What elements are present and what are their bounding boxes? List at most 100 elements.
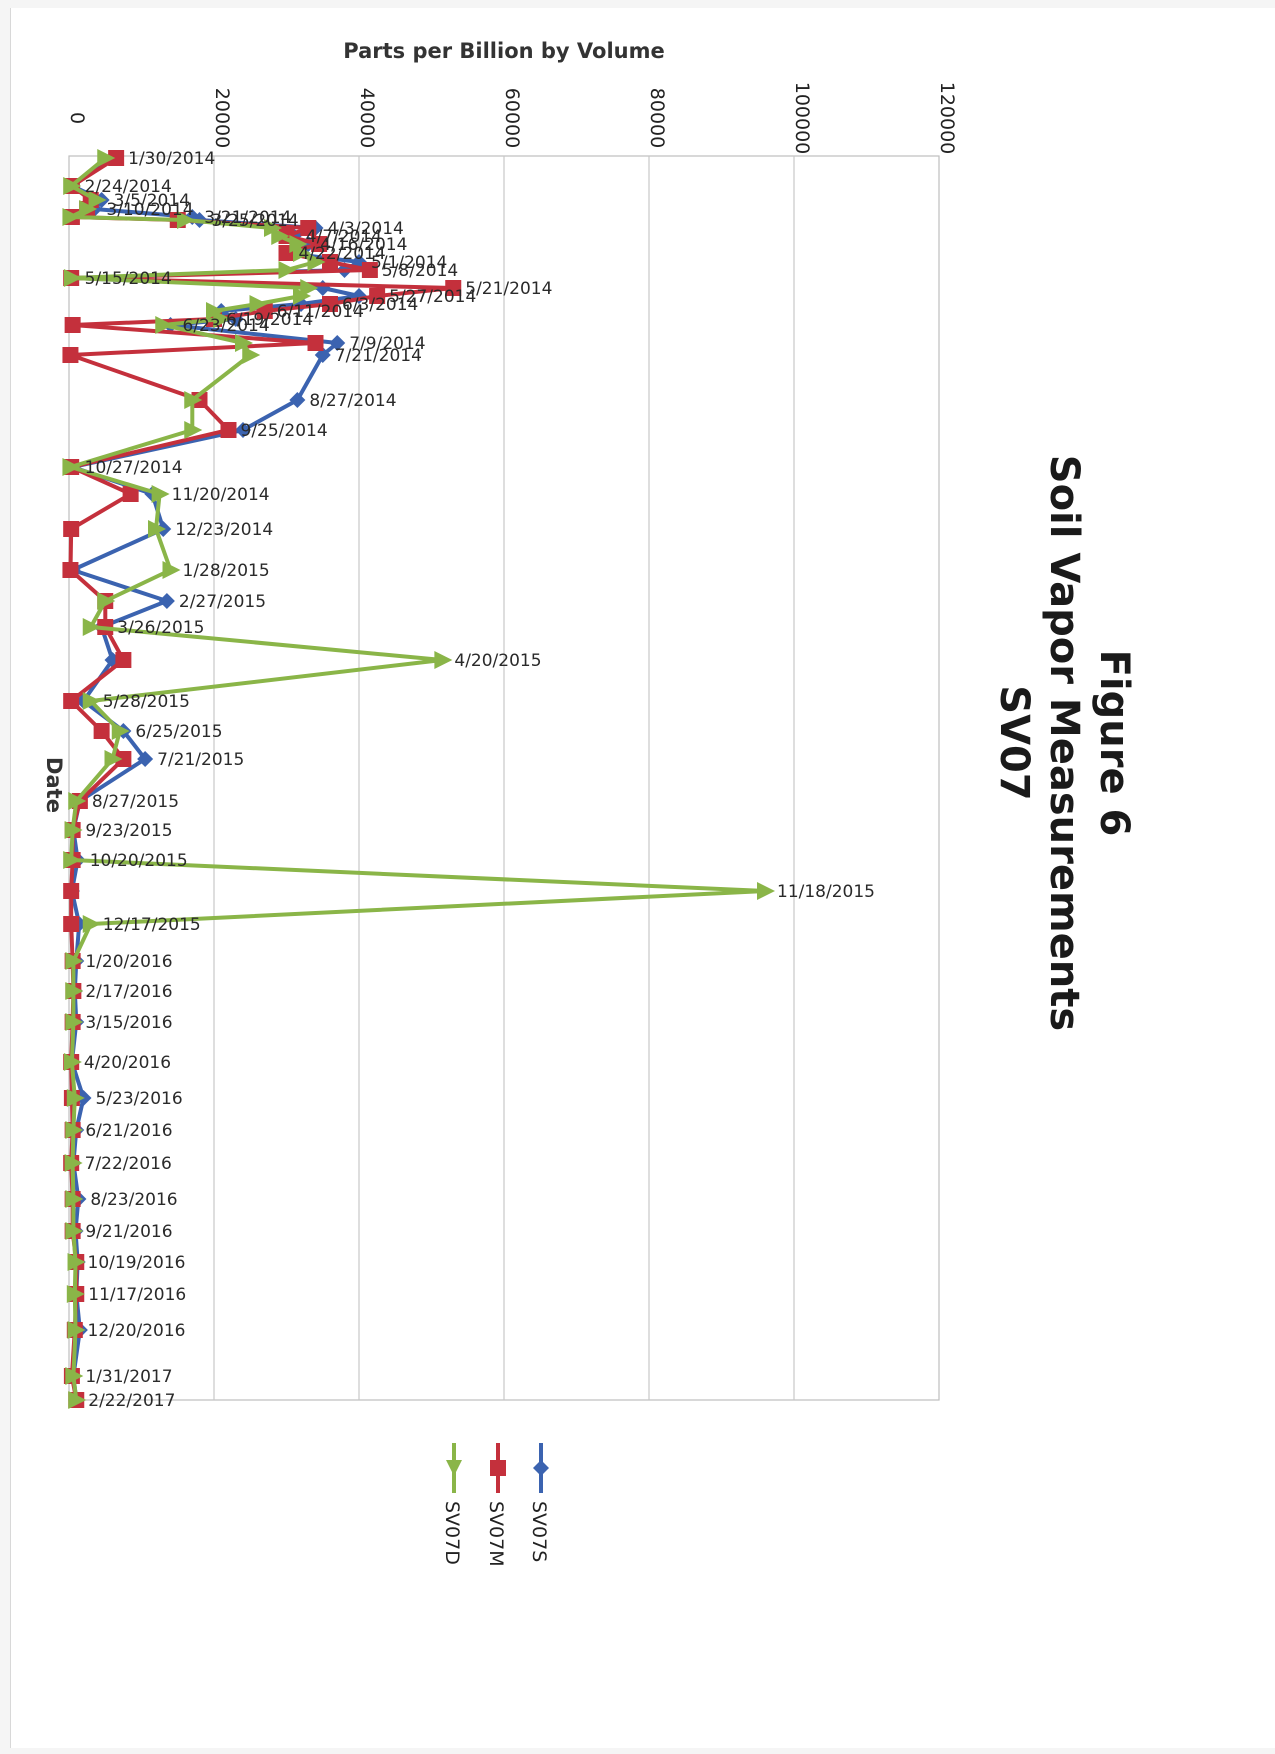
date-label: 7/21/2015	[157, 750, 244, 770]
date-label: 10/20/2015	[90, 851, 188, 871]
data-point-sv07d	[111, 722, 130, 740]
chart-title: Figure 6	[1091, 650, 1137, 837]
date-label: 7/21/2014	[335, 346, 422, 366]
data-point-sv07m	[369, 288, 386, 304]
date-label: 1/20/2016	[85, 952, 172, 972]
data-point-sv07m	[108, 150, 125, 166]
date-label: 6/21/2016	[85, 1121, 172, 1141]
series-layer	[62, 149, 775, 1409]
legend-marker	[446, 1460, 462, 1476]
data-point-sv07m	[322, 254, 338, 270]
data-point-sv07d	[155, 316, 174, 334]
date-label: 1/28/2015	[183, 561, 270, 581]
data-point-sv07d	[88, 191, 107, 209]
legend-label: SV07M	[485, 1501, 507, 1567]
data-point-sv07m	[63, 916, 80, 932]
data-point-sv07m	[62, 562, 79, 578]
legend-item-sv07s: SV07S	[528, 1443, 550, 1562]
data-point-sv07d	[68, 792, 87, 810]
data-point-sv07s	[289, 392, 306, 408]
data-point-sv07m	[300, 220, 317, 236]
data-point-sv07m	[361, 262, 378, 278]
date-label: 6/19/2014	[226, 310, 313, 330]
data-point-sv07m	[122, 486, 139, 502]
tick-label: 20000	[211, 88, 233, 148]
data-point-sv07s	[329, 335, 346, 351]
data-point-sv07m	[115, 652, 132, 668]
date-label: 6/25/2015	[135, 722, 222, 742]
data-point-sv07d	[177, 211, 195, 229]
data-point-sv07d	[63, 177, 82, 195]
date-label: 10/19/2016	[88, 1253, 186, 1273]
date-label: 3/25/2014	[212, 211, 299, 231]
data-point-sv07d	[148, 520, 166, 538]
data-point-sv07d	[97, 149, 116, 167]
date-label: 7/22/2016	[85, 1154, 172, 1174]
data-point-sv07m	[115, 751, 132, 767]
date-label: 3/5/2014	[114, 191, 190, 211]
legend-marker	[490, 1460, 506, 1476]
date-label: 5/23/2016	[96, 1089, 183, 1109]
data-point-sv07m	[63, 693, 80, 709]
legend-marker	[533, 1460, 549, 1476]
data-point-sv07m	[63, 521, 80, 537]
tick-label: 100000	[791, 82, 813, 155]
date-label: 6/23/2014	[183, 316, 270, 336]
date-label: 11/18/2015	[777, 882, 875, 902]
chart-subtitle-2: SV07	[991, 685, 1037, 800]
data-point-sv07d	[62, 208, 81, 226]
data-point-sv07d	[65, 952, 84, 970]
date-axis-title: Date	[42, 757, 66, 813]
legend-label: SV07D	[441, 1501, 463, 1565]
date-label: 9/25/2014	[241, 421, 328, 441]
data-point-sv07d	[65, 1121, 84, 1139]
date-label: 2/17/2016	[85, 982, 172, 1002]
date-label: 4/20/2015	[454, 651, 541, 671]
data-point-sv07d	[757, 882, 775, 900]
date-label: 1/31/2017	[85, 1367, 172, 1387]
data-point-sv07d	[271, 227, 290, 245]
date-label: 3/10/2014	[106, 200, 193, 220]
date-label: 6/11/2014	[277, 302, 364, 322]
data-point-sv07d	[62, 458, 81, 476]
data-point-sv07d	[63, 269, 82, 287]
date-label: 9/23/2015	[85, 821, 172, 841]
date-label: 11/17/2016	[88, 1285, 186, 1305]
data-point-sv07d	[162, 561, 181, 579]
data-point-sv07m	[63, 883, 80, 899]
data-point-sv07m	[220, 422, 237, 438]
data-point-sv07m	[445, 280, 462, 296]
date-label: 4/7/2014	[306, 227, 382, 247]
data-point-sv07d	[293, 287, 311, 305]
data-point-sv07d	[65, 982, 84, 1000]
date-label: 12/20/2016	[88, 1321, 186, 1341]
data-point-sv07d	[79, 200, 98, 218]
data-point-sv07m	[93, 723, 110, 739]
data-point-sv07m	[307, 335, 324, 351]
date-label: 5/8/2014	[382, 261, 458, 281]
data-point-sv07d	[82, 618, 101, 636]
date-label: 6/3/2014	[342, 295, 418, 315]
date-label: 3/15/2016	[85, 1013, 172, 1033]
date-label: 8/27/2015	[92, 792, 179, 812]
data-point-sv07d	[300, 279, 319, 297]
tick-label: 80000	[646, 88, 668, 148]
data-point-sv07d	[278, 261, 297, 279]
chart-title-block: Figure 6 Soil Vapor Measurements SV07	[991, 455, 1137, 1031]
data-point-sv07d	[235, 334, 253, 352]
data-point-sv07d	[65, 1190, 84, 1208]
chart-sheet: 0 20000 40000 60000 80000 100000 120000 1/30/2…	[10, 8, 1275, 1748]
data-point-sv07d	[68, 1391, 87, 1409]
data-point-sv07d	[65, 1013, 84, 1031]
date-label: 2/22/2017	[88, 1391, 175, 1411]
date-label: 4/20/2016	[84, 1053, 171, 1073]
data-point-sv07d	[242, 346, 261, 364]
date-label: 4/16/2014	[320, 235, 407, 255]
line-chart: 0 20000 40000 60000 80000 100000 120000 1/30/2…	[42, 39, 1137, 1567]
date-label: 5/28/2015	[103, 692, 190, 712]
date-label: 5/27/2014	[389, 287, 476, 307]
data-point-sv07d	[63, 851, 82, 869]
data-point-sv07m	[311, 236, 328, 252]
date-label: 4/22/2014	[299, 244, 386, 264]
data-point-sv07m	[64, 317, 81, 333]
